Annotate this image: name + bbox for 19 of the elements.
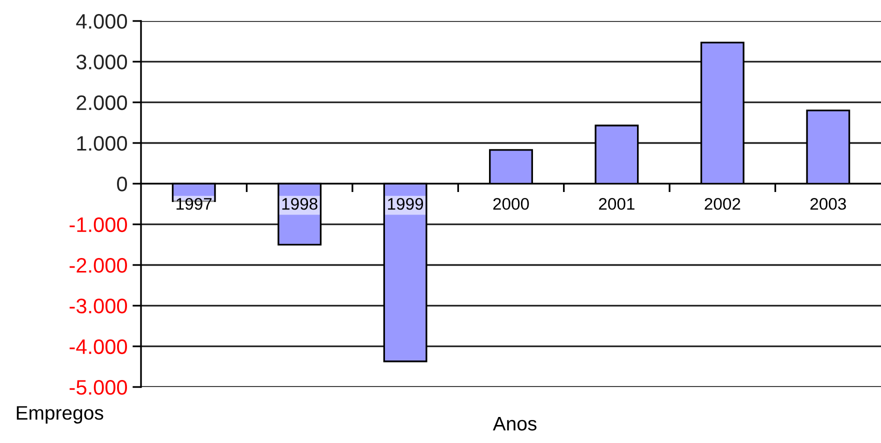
y-tick-label: 3.000	[76, 54, 127, 70]
x-tick-label: 1998	[282, 198, 318, 210]
y-tick-label: 1.000	[77, 136, 127, 151]
y-tick-label: -5.000	[70, 380, 127, 395]
x-axis-title: Anos	[492, 416, 536, 431]
x-tick-label: 1999	[388, 198, 424, 210]
y-tick-label: 4.000	[76, 14, 127, 29]
x-tick-label: 2003	[810, 198, 846, 210]
x-tick-label: 2002	[704, 198, 740, 210]
y-tick-label: -3.000	[70, 298, 127, 314]
y-tick-label: 0	[117, 176, 127, 192]
y-tick-label: -1.000	[70, 217, 127, 232]
x-tick-label: 2000	[493, 198, 529, 210]
y-tick-label: -2.000	[70, 258, 127, 273]
x-tick-label: 1997	[176, 198, 212, 210]
y-tick-label: -4.000	[70, 339, 127, 354]
y-tick-label: 2.000	[76, 95, 127, 110]
x-tick-label: 2001	[599, 198, 634, 210]
y-axis-title: Empregos	[16, 406, 104, 424]
